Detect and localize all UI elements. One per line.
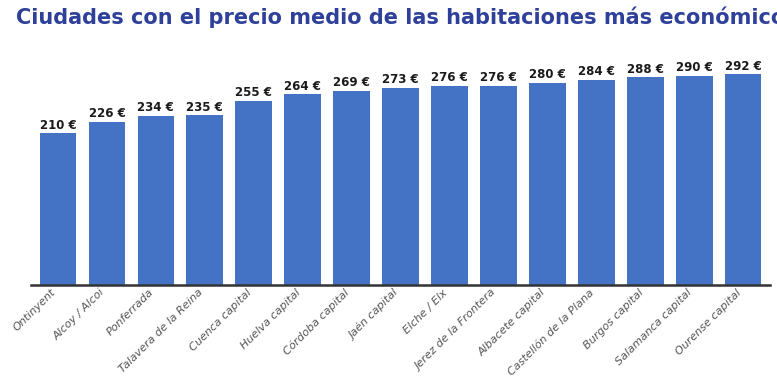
Bar [725,74,761,285]
Text: 210 €: 210 € [40,119,76,132]
Bar [627,77,664,285]
Bar [89,122,125,285]
Text: 235 €: 235 € [186,101,223,114]
Bar [235,101,272,285]
Text: 280 €: 280 € [529,68,566,81]
Bar [676,76,713,285]
Bar [138,116,174,285]
Text: 284 €: 284 € [578,65,615,78]
Bar [431,86,468,285]
Title: Ciudades con el precio medio de las habitaciones más económico: Ciudades con el precio medio de las habi… [16,7,777,28]
Text: 292 €: 292 € [725,60,761,73]
Bar [480,86,517,285]
Bar [186,115,223,285]
Text: 276 €: 276 € [431,71,468,84]
Bar [284,94,321,285]
Bar [529,83,566,285]
Bar [382,88,419,285]
Text: 255 €: 255 € [235,86,272,99]
Bar [578,80,615,285]
Bar [40,133,76,285]
Text: 226 €: 226 € [89,107,125,120]
Text: 264 €: 264 € [284,80,321,93]
Text: 276 €: 276 € [480,71,517,84]
Text: 288 €: 288 € [627,63,664,76]
Text: 273 €: 273 € [382,73,419,86]
Bar [333,91,370,285]
Text: 269 €: 269 € [333,76,370,89]
Text: 234 €: 234 € [138,101,174,114]
Text: 290 €: 290 € [676,61,713,74]
